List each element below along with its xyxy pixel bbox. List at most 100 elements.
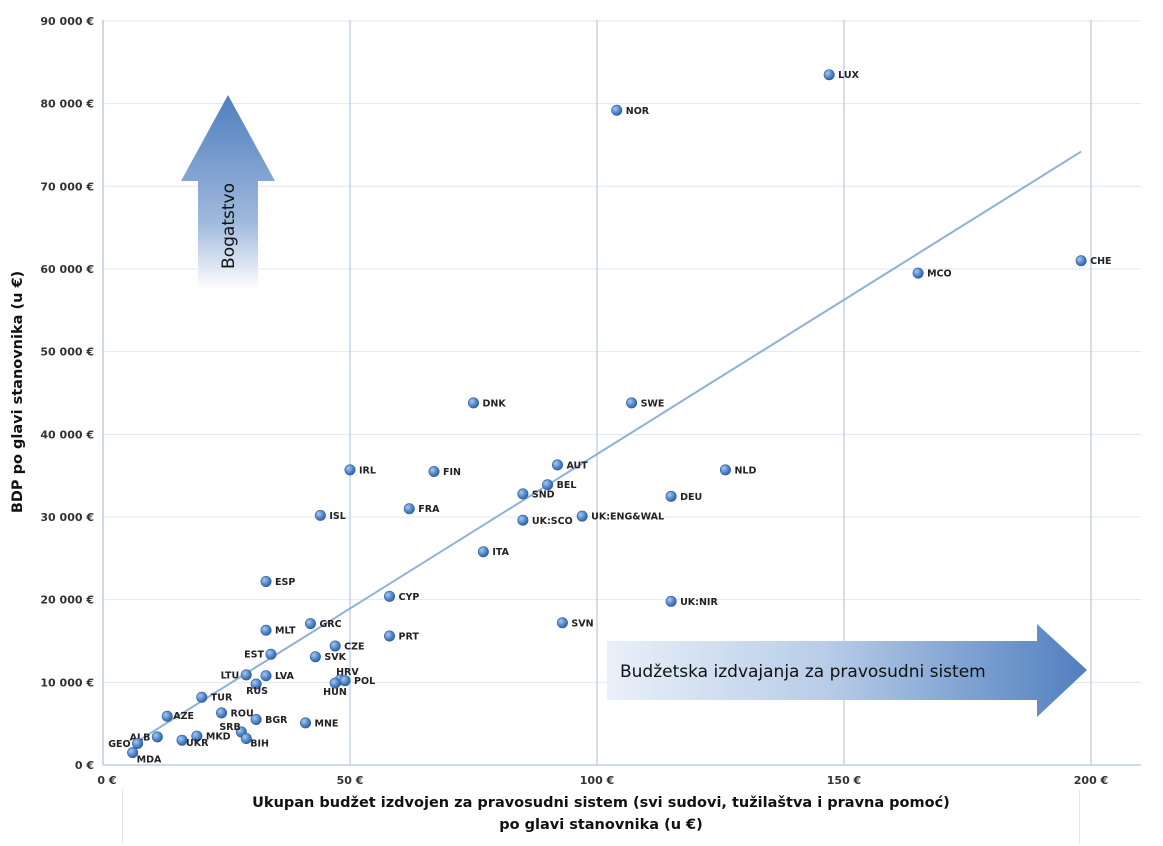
y-axis-title: BDP po glavi stanovnika (u €) <box>10 271 26 513</box>
data-point-label: ISL <box>329 511 345 522</box>
data-point <box>240 669 252 681</box>
data-point <box>191 730 203 742</box>
data-point <box>344 464 356 476</box>
data-point-label: SVN <box>571 618 593 629</box>
data-point <box>240 733 252 745</box>
data-point <box>151 731 163 743</box>
data-point <box>216 707 228 719</box>
data-point-label: MLT <box>275 626 296 637</box>
data-point-label: UK:SCO <box>532 516 573 527</box>
data-point <box>196 691 208 703</box>
data-point <box>403 503 415 515</box>
y-axis-ticks: 0 € 10 000 € 20 000 € 30 000 € 40 000 € 50 00… <box>40 15 94 772</box>
data-point <box>161 710 173 722</box>
data-point <box>517 488 529 500</box>
data-point-label: FIN <box>443 467 461 478</box>
y-tick-label: 90 000 € <box>40 15 94 28</box>
data-point-label: POL <box>354 676 375 687</box>
data-point-label: UK:NIR <box>680 597 718 608</box>
x-axis-ticks: 0 € 50 € 100 € 150 € 200 € <box>97 774 1108 787</box>
data-point-label: UK:ENG&WAL <box>591 512 664 523</box>
data-point <box>309 651 321 663</box>
wealth-arrow: Bogatstvo <box>181 95 275 290</box>
data-point <box>1075 255 1087 267</box>
data-point <box>260 575 272 587</box>
data-point-label: SRB <box>219 722 240 733</box>
data-point <box>823 69 835 81</box>
data-point <box>132 738 144 750</box>
data-point <box>384 630 396 642</box>
data-point-label: DEU <box>680 492 702 503</box>
data-point-label: CYP <box>399 592 420 603</box>
data-point <box>467 397 479 409</box>
data-point <box>329 640 341 652</box>
data-point <box>611 104 623 116</box>
wealth-arrow-label: Bogatstvo <box>219 183 239 269</box>
data-point-label: LVA <box>275 671 294 682</box>
y-tick-label: 0 € <box>75 759 94 772</box>
data-point-label: BEL <box>557 480 577 491</box>
data-point <box>665 595 677 607</box>
gridlines <box>102 20 1141 766</box>
y-tick-label: 50 000 € <box>40 346 94 359</box>
data-point-label: SVK <box>324 652 346 663</box>
budget-arrow-label: Budžetska izdvajanja za pravosudni siste… <box>620 662 986 682</box>
data-point-label: LTU <box>221 670 240 681</box>
data-point-label: CZE <box>344 641 364 652</box>
data-point-label: IRL <box>359 465 376 476</box>
y-tick-label: 10 000 € <box>40 676 94 689</box>
data-point <box>250 678 262 690</box>
data-point-label: ALB <box>130 732 151 743</box>
x-tick-label: 150 € <box>827 774 861 787</box>
data-point-label: ESP <box>275 577 295 588</box>
data-point-label: TUR <box>211 693 233 704</box>
data-point <box>665 490 677 502</box>
data-point-label: EST <box>244 650 264 661</box>
data-point-label: GRC <box>319 619 341 630</box>
data-point-label: UKR <box>186 738 209 749</box>
data-point <box>551 459 563 471</box>
y-tick-label: 70 000 € <box>40 180 94 193</box>
data-point-label: AZE <box>173 711 194 722</box>
data-point <box>556 617 568 629</box>
data-point <box>384 590 396 602</box>
data-point <box>576 510 588 522</box>
data-point-label: CHE <box>1090 256 1111 267</box>
data-point-label: GEO <box>108 739 130 750</box>
data-point-label: RUS <box>246 686 268 697</box>
data-point-label: DNK <box>483 398 507 409</box>
x-axis-title: Ukupan budžet izdvojen za pravosudni sis… <box>122 790 1080 844</box>
x-tick-label: 50 € <box>337 774 364 787</box>
data-point-label: BGR <box>265 715 288 726</box>
data-point <box>477 546 489 558</box>
data-point-label: NOR <box>626 106 650 117</box>
y-tick-label: 30 000 € <box>40 511 94 524</box>
data-point-label: NLD <box>734 465 756 476</box>
data-point <box>428 466 440 478</box>
data-point-label: AUT <box>566 460 588 471</box>
data-point-label: PRT <box>399 632 420 643</box>
data-point-label: MNE <box>315 718 339 729</box>
data-point-label: SWE <box>641 398 665 409</box>
data-point-label: HUN <box>323 687 347 698</box>
x-tick-label: 200 € <box>1074 774 1108 787</box>
data-point <box>542 479 554 491</box>
data-point <box>300 717 312 729</box>
data-point-label: LUX <box>838 70 859 81</box>
data-point <box>260 670 272 682</box>
data-point-label: FRA <box>418 504 440 515</box>
data-point <box>127 747 139 759</box>
data-point-label: MCO <box>927 269 952 280</box>
data-point <box>176 734 188 746</box>
data-point-label: HRV <box>336 667 359 678</box>
y-tick-label: 60 000 € <box>40 263 94 276</box>
data-point-label: BIH <box>250 739 269 750</box>
data-point <box>329 677 341 689</box>
data-point-label: ITA <box>492 547 509 558</box>
x-axis-title-line1: Ukupan budžet izdvojen za pravosudni sis… <box>252 795 950 811</box>
data-point <box>517 514 529 526</box>
data-point <box>265 648 277 660</box>
data-point-label: SND <box>532 489 555 500</box>
budget-arrow: Budžetska izdvajanja za pravosudni siste… <box>607 624 1087 717</box>
